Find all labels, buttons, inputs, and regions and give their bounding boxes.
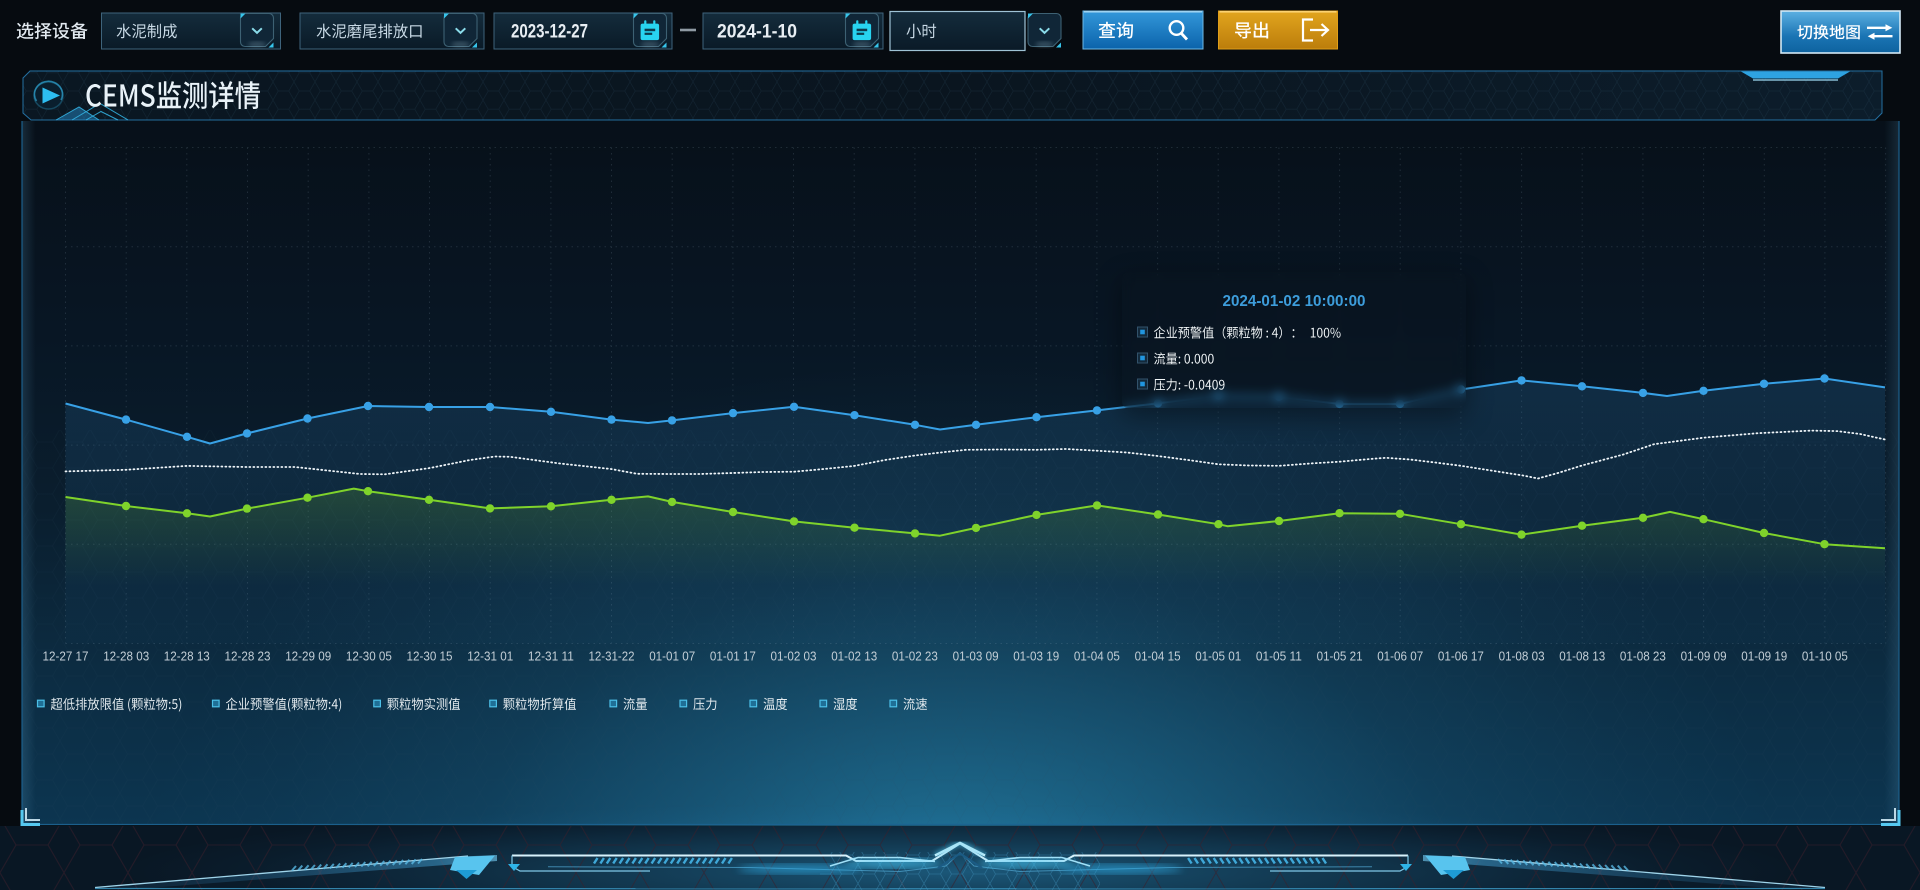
svg-text:01-04 15: 01-04 15 (1135, 649, 1181, 664)
svg-text:01-10 05: 01-10 05 (1802, 649, 1848, 664)
svg-text:12-31 11: 12-31 11 (528, 649, 574, 664)
svg-text:12-28 03: 12-28 03 (103, 649, 149, 664)
svg-text:01-06 07: 01-06 07 (1377, 649, 1423, 664)
svg-text:01-02 23: 01-02 23 (892, 649, 938, 664)
svg-text:01-01 17: 01-01 17 (710, 649, 756, 664)
svg-text:01-08 03: 01-08 03 (1499, 649, 1545, 664)
svg-text:2024-01-02 10:00:00: 2024-01-02 10:00:00 (1223, 293, 1366, 310)
svg-text:2023-12-27: 2023-12-27 (511, 22, 588, 43)
svg-text:12-31 01: 12-31 01 (467, 649, 513, 664)
svg-text:01-03 09: 01-03 09 (953, 649, 999, 664)
svg-text:01-02 03: 01-02 03 (771, 649, 817, 664)
svg-text:12-30 15: 12-30 15 (407, 649, 453, 664)
svg-text:01-04 05: 01-04 05 (1074, 649, 1120, 664)
svg-text:12-28 23: 12-28 23 (225, 649, 271, 664)
svg-text:12-30 05: 12-30 05 (346, 649, 392, 664)
svg-text:01-09 09: 01-09 09 (1681, 649, 1727, 664)
svg-text:12-31-22: 12-31-22 (589, 649, 635, 664)
svg-text:01-05 11: 01-05 11 (1256, 649, 1302, 664)
svg-text:2024-1-10: 2024-1-10 (717, 22, 797, 43)
svg-text:01-09 19: 01-09 19 (1741, 649, 1787, 664)
svg-text:01-01 07: 01-01 07 (649, 649, 695, 664)
svg-text:01-05 01: 01-05 01 (1195, 649, 1241, 664)
svg-text:12-28 13: 12-28 13 (164, 649, 210, 664)
svg-text:01-08 23: 01-08 23 (1620, 649, 1666, 664)
svg-text:01-03 19: 01-03 19 (1013, 649, 1059, 664)
svg-text:01-02 13: 01-02 13 (831, 649, 877, 664)
svg-text:01-08 13: 01-08 13 (1559, 649, 1605, 664)
svg-text:12-27 17: 12-27 17 (43, 649, 89, 664)
svg-text:01-05 21: 01-05 21 (1317, 649, 1363, 664)
svg-text:12-29 09: 12-29 09 (285, 649, 331, 664)
svg-text:01-06 17: 01-06 17 (1438, 649, 1484, 664)
